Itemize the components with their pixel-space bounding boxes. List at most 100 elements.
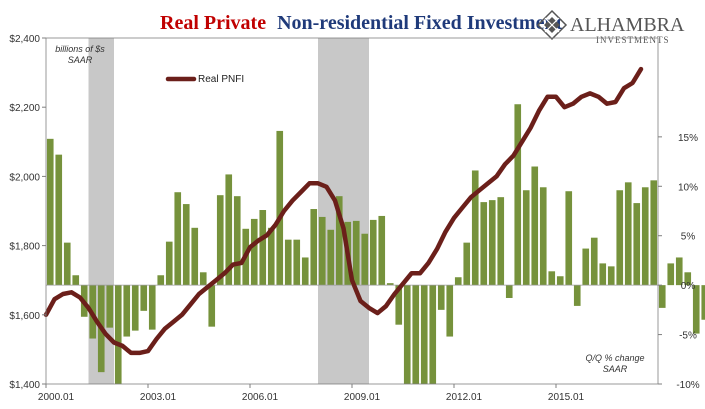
- chart-title: Real Private Non-residential Fixed Inves…: [160, 12, 563, 34]
- bar: [480, 202, 488, 286]
- x-tick-label: 2012.01: [446, 392, 483, 403]
- bar: [276, 130, 284, 286]
- bar: [140, 285, 148, 311]
- bar: [174, 192, 182, 286]
- bar: [437, 285, 445, 310]
- bar: [412, 285, 420, 384]
- bar: [531, 166, 539, 286]
- left-tick-label: $1,400: [9, 380, 40, 391]
- left-axis-note-line1: billions of $s: [55, 44, 105, 54]
- x-tick-label: 2015.01: [548, 392, 585, 403]
- bar: [429, 285, 437, 384]
- x-axis: 2000.01 2003.01 2006.01 2009.01 2012.01 2015.…: [38, 384, 585, 403]
- bar: [123, 285, 131, 337]
- bar: [692, 285, 700, 334]
- bar: [301, 257, 309, 286]
- chart-title-part2: Non-residential Fixed Investment: [277, 12, 563, 34]
- bar: [684, 272, 692, 286]
- chart-title-part1: Real Private: [160, 12, 266, 34]
- bar: [403, 285, 411, 384]
- bar: [114, 285, 122, 384]
- bar: [148, 285, 156, 330]
- bar: [616, 190, 624, 286]
- bar: [599, 263, 607, 286]
- right-axis: -10% -5% 0% 5% 10% 15%: [658, 133, 700, 391]
- bar: [539, 187, 547, 286]
- bar: [454, 277, 462, 286]
- bar: [352, 220, 360, 286]
- left-tick-label: $2,000: [9, 172, 40, 183]
- bar: [72, 275, 80, 286]
- bar: [250, 218, 258, 286]
- bar: [471, 170, 479, 286]
- diamond-logo-icon: [536, 9, 568, 41]
- left-tick-label: $1,600: [9, 311, 40, 322]
- bar-series: [46, 104, 705, 384]
- bar: [310, 209, 318, 286]
- bar: [378, 215, 386, 286]
- bar: [284, 239, 292, 286]
- bar: [191, 227, 199, 286]
- right-tick-label: -10%: [676, 380, 699, 391]
- x-tick-label: 2000.01: [38, 392, 75, 403]
- bar: [701, 285, 705, 320]
- legend-label: Real PNFI: [198, 74, 244, 85]
- left-axis-note-line2: SAAR: [68, 55, 93, 65]
- bar: [607, 266, 615, 286]
- bar: [505, 285, 513, 298]
- logo-subtitle: INVESTMENTS: [596, 35, 670, 45]
- bar: [318, 216, 326, 286]
- bar: [369, 219, 377, 286]
- left-tick-label: $2,400: [9, 34, 40, 45]
- right-axis-note-line1: Q/Q % change: [585, 353, 644, 363]
- logo-name: ALHAMBRA: [570, 14, 685, 36]
- bar: [233, 196, 241, 286]
- bar: [55, 154, 63, 286]
- recession-band-2: [318, 38, 369, 384]
- alhambra-logo: ALHAMBRA INVESTMENTS: [536, 9, 685, 45]
- bar: [667, 263, 675, 286]
- right-tick-label: 10%: [678, 182, 698, 193]
- bar: [335, 196, 343, 286]
- line-series-real-pnfi: [43, 66, 644, 356]
- right-axis-note-line2: SAAR: [603, 364, 628, 374]
- bar: [446, 285, 454, 337]
- bar: [675, 257, 683, 286]
- right-tick-label: 5%: [681, 232, 696, 243]
- bar: [225, 174, 233, 286]
- bar: [293, 239, 301, 286]
- bar: [633, 203, 641, 286]
- bar: [590, 237, 598, 286]
- bar: [182, 204, 190, 286]
- bar: [327, 229, 335, 286]
- left-tick-label: $2,200: [9, 103, 40, 114]
- x-tick-label: 2003.01: [140, 392, 177, 403]
- bar: [216, 195, 224, 286]
- bar: [522, 190, 530, 286]
- bar: [157, 275, 165, 286]
- bar: [488, 200, 496, 286]
- bar: [208, 285, 216, 327]
- left-tick-label: $1,800: [9, 242, 40, 253]
- bar: [165, 241, 173, 286]
- bar: [259, 210, 267, 286]
- bar: [650, 180, 658, 286]
- bar: [131, 285, 139, 331]
- bar: [573, 285, 581, 306]
- bar: [199, 272, 207, 286]
- bar: [658, 285, 666, 308]
- bar: [582, 248, 590, 286]
- bar: [497, 197, 505, 286]
- x-tick-label: 2006.01: [242, 392, 279, 403]
- bar: [514, 104, 522, 286]
- legend: Real PNFI: [165, 74, 244, 85]
- bar: [548, 271, 556, 286]
- bar: [463, 242, 471, 286]
- x-tick-label: 2009.01: [344, 392, 381, 403]
- right-tick-label: 15%: [678, 133, 698, 144]
- bar: [63, 242, 71, 286]
- bar: [267, 227, 275, 286]
- bar: [361, 233, 369, 286]
- bar: [395, 285, 403, 325]
